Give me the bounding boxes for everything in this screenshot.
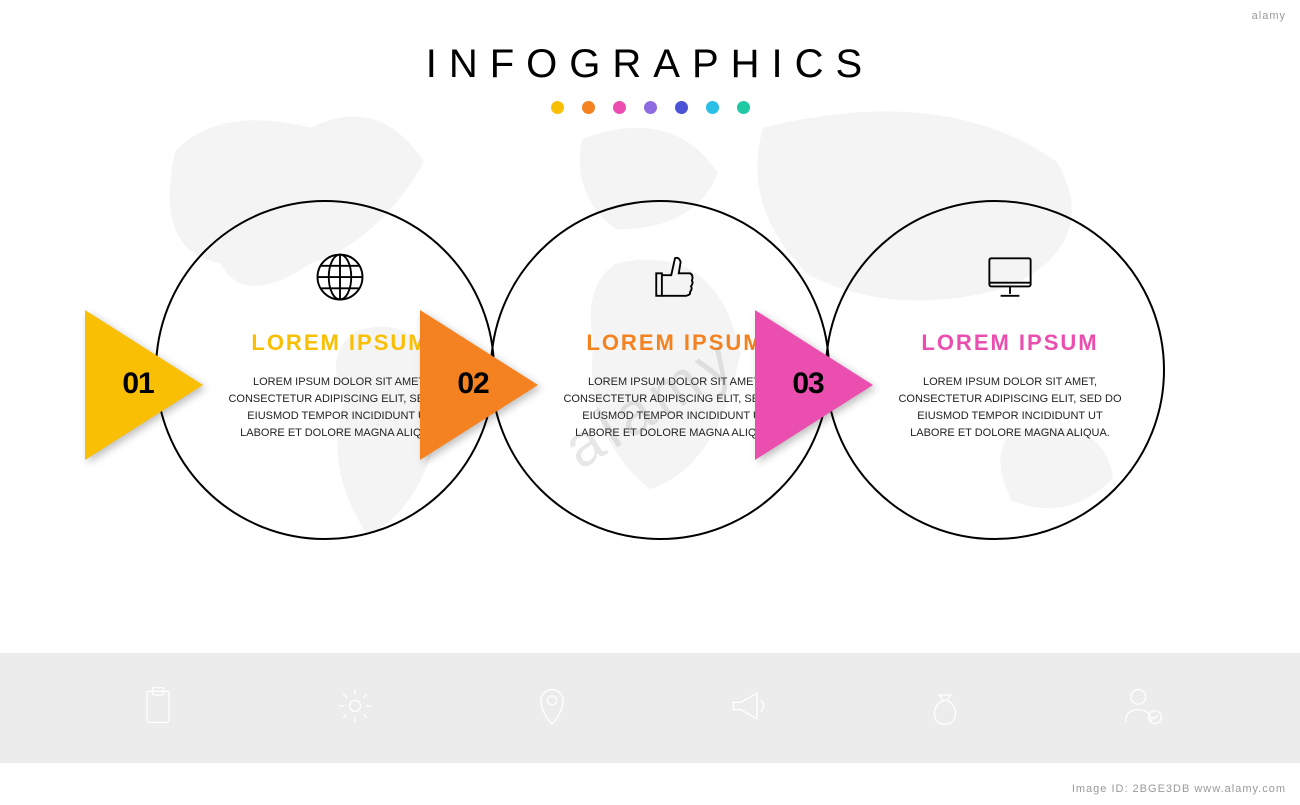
- header-block: INFOGRAPHICS: [0, 42, 1300, 114]
- step-number-1: 01: [103, 367, 173, 401]
- steps-row: LOREM IPSUM LOREM IPSUM DOLOR SIT AMET, …: [0, 200, 1300, 560]
- dot-3: [613, 101, 626, 114]
- arrow-2: 02: [420, 310, 538, 460]
- dot-row: [0, 101, 1300, 114]
- watermark-top: alamy: [1252, 10, 1286, 22]
- step-body-3: LOREM IPSUM DOLOR SIT AMET, CONSECTETUR …: [887, 374, 1133, 442]
- megaphone-icon: [726, 684, 770, 733]
- dot-4: [644, 101, 657, 114]
- arrow-1: 01: [85, 310, 203, 460]
- dot-5: [675, 101, 688, 114]
- user-check-icon: [1120, 684, 1164, 733]
- arrow-3: 03: [755, 310, 873, 460]
- dot-6: [706, 101, 719, 114]
- page-title: INFOGRAPHICS: [0, 42, 1300, 87]
- dot-1: [551, 101, 564, 114]
- thumbs-up-icon: [552, 242, 798, 312]
- map-pin-icon: [530, 684, 574, 733]
- money-bag-icon: [923, 684, 967, 733]
- clipboard-icon: [136, 684, 180, 733]
- gear-icon: [333, 684, 377, 733]
- step-number-3: 03: [773, 367, 843, 401]
- globe-icon: [217, 242, 463, 312]
- step-number-2: 02: [438, 367, 508, 401]
- step-heading-3: LOREM IPSUM: [887, 330, 1133, 356]
- dot-2: [582, 101, 595, 114]
- footer-bar: [0, 653, 1300, 763]
- monitor-icon: [887, 242, 1133, 312]
- watermark-bottom: Image ID: 2BGE3DB www.alamy.com: [1072, 783, 1286, 795]
- dot-7: [737, 101, 750, 114]
- step-circle-3: LOREM IPSUM LOREM IPSUM DOLOR SIT AMET, …: [825, 200, 1165, 540]
